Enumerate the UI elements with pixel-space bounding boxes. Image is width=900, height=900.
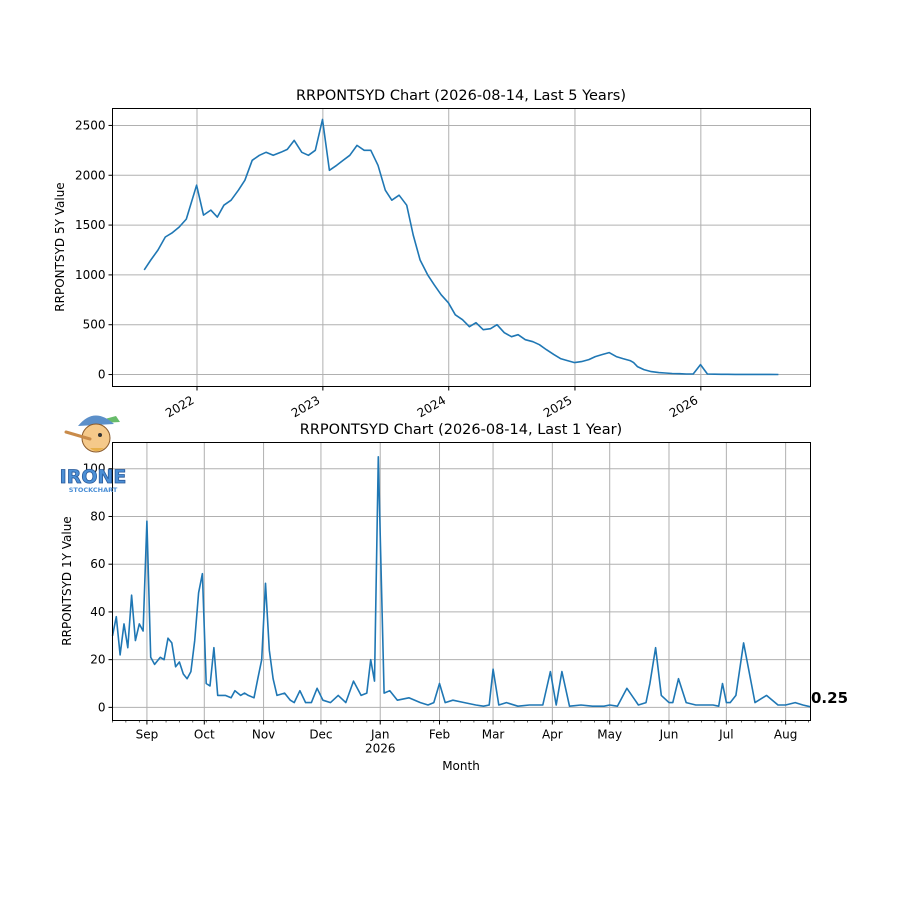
x-tick-label: 2026	[667, 393, 700, 420]
y-tick-label: 80	[90, 509, 105, 523]
pinocchio-mascot-icon	[64, 415, 120, 453]
x-tick-label: Jan	[370, 728, 390, 742]
y-tick-label: 20	[90, 653, 105, 667]
x-tick-sublabel: 2026	[365, 742, 396, 756]
x-tick-label: Nov	[252, 728, 275, 742]
y-tick-label: 2500	[75, 118, 106, 132]
x-tick-label: Dec	[309, 728, 332, 742]
y-axis-label-1y: RRPONTSYD 1Y Value	[60, 516, 74, 645]
x-tick-label: Aug	[774, 728, 797, 742]
y-axis-label-5y: RRPONTSYD 5Y Value	[53, 182, 67, 311]
chart-5y: 0 500 1000 1500 2000 2500 2022 2023 2024 2025 2026…	[53, 88, 811, 420]
logo-subtext: STOCKCHART	[69, 486, 118, 494]
chart-title-5y: RRPONTSYD Chart (2026-08-14, Last 5 Year…	[296, 88, 626, 104]
brand-logo: IRONE STOCKCHART	[59, 415, 127, 494]
chart-title-1y: RRPONTSYD Chart (2026-08-14, Last 1 Year…	[300, 422, 622, 438]
y-tick-label: 0	[98, 700, 106, 714]
x-tick-label: Feb	[429, 728, 450, 742]
x-axis-label-1y: Month	[442, 759, 480, 773]
x-tick-label: Mar	[482, 728, 505, 742]
x-tick-label: Oct	[194, 728, 215, 742]
y-tick-label: 40	[90, 605, 105, 619]
y-tick-label: 0	[98, 368, 106, 382]
series-line-1y	[111, 456, 811, 708]
y-tick-label: 100	[83, 462, 106, 476]
y-tick-label: 60	[90, 557, 105, 571]
plot-frame-5y	[112, 108, 811, 387]
x-tick-label: Sep	[136, 728, 159, 742]
x-tick-label: Jun	[659, 728, 679, 742]
x-tick-label: 2022	[163, 393, 196, 420]
y-tick-label: 2000	[75, 168, 106, 182]
x-tick-label: 2024	[415, 393, 448, 420]
x-tick-label: 2023	[289, 393, 322, 420]
logo-text: IRONE	[60, 466, 127, 488]
y-tick-label: 1000	[75, 268, 106, 282]
x-tick-label: Jul	[718, 728, 733, 742]
x-tick-label: Apr	[542, 728, 563, 742]
last-value-label: 0.25	[811, 689, 848, 707]
x-tick-label: May	[597, 728, 622, 742]
plot-frame-1y	[112, 442, 811, 721]
x-tick-label: 2025	[541, 393, 574, 420]
y-tick-label: 1500	[75, 218, 106, 232]
y-tick-label: 500	[83, 318, 106, 332]
series-line-5y	[143, 118, 779, 376]
